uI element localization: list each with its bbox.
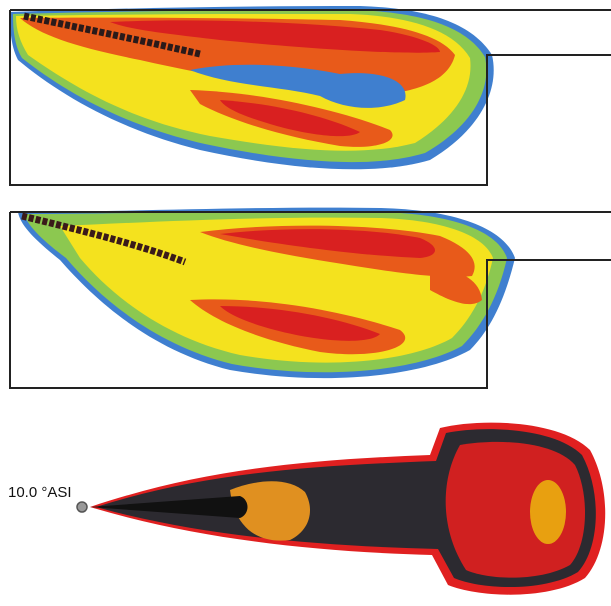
middle-panel — [9, 207, 611, 389]
top-panel — [9, 6, 611, 186]
spray-diagram: 10.0 °ASI — [8, 422, 606, 595]
crank-angle-label: 10.0 °ASI — [8, 484, 72, 501]
